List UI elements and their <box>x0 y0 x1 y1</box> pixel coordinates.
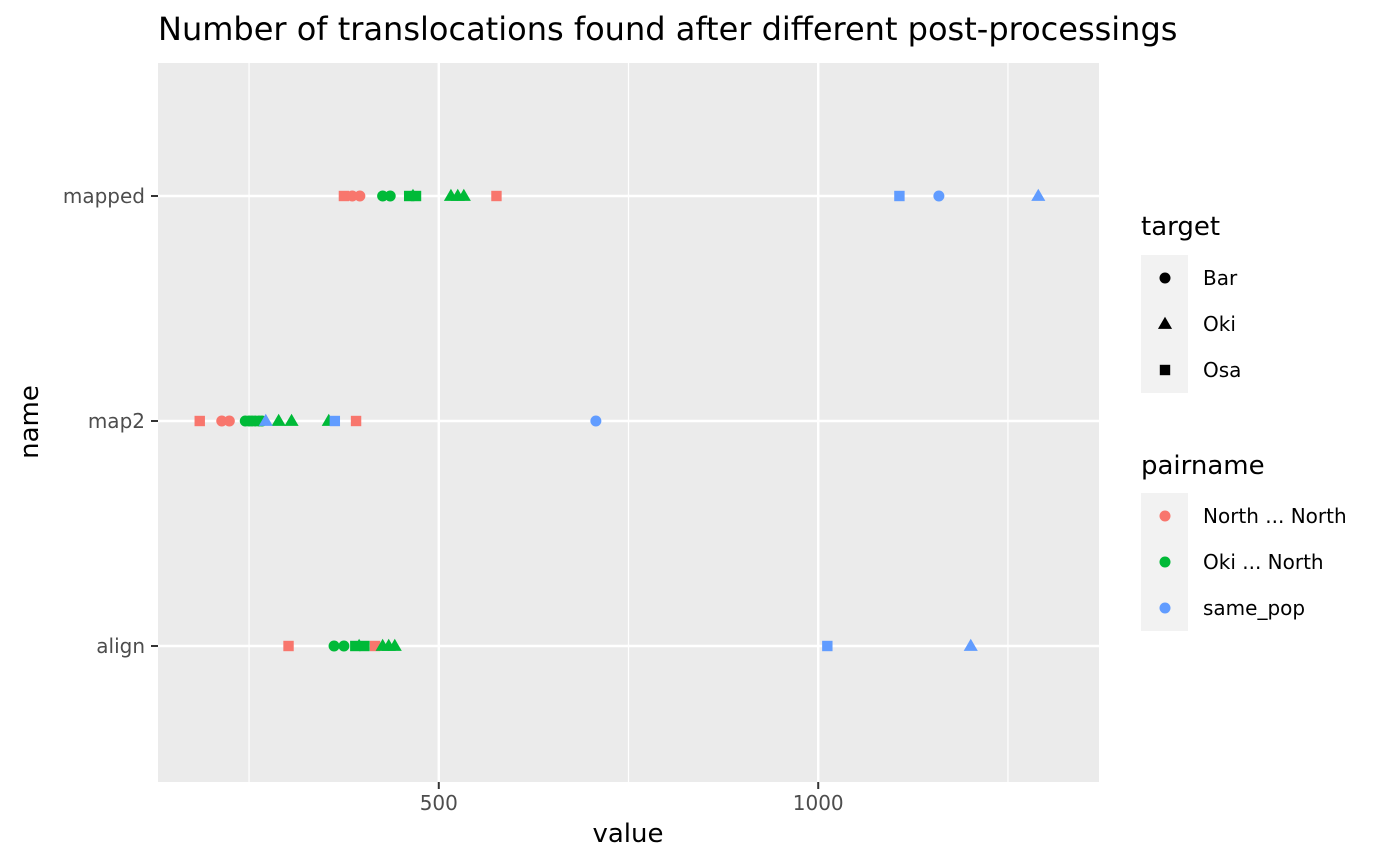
legend-key-color <box>1159 510 1171 522</box>
x-tick-label: 500 <box>420 791 458 815</box>
data-point <box>822 640 833 652</box>
legend-title-pairname: pairname <box>1141 451 1265 481</box>
x-axis-title: value <box>592 819 663 849</box>
data-point <box>338 640 350 652</box>
data-point <box>377 190 389 202</box>
axes: 500 1000 align map2 mapped <box>63 184 844 815</box>
legend-label-pairname: Oki ... North <box>1203 550 1324 574</box>
legend-key-circle <box>1159 272 1171 284</box>
data-point <box>491 190 502 202</box>
y-tick-label: map2 <box>88 409 145 433</box>
y-axis-title: name <box>15 385 45 459</box>
data-point <box>271 413 286 426</box>
data-point <box>284 413 299 426</box>
data-point <box>354 190 366 202</box>
y-tick-label: align <box>96 634 145 658</box>
legends: target Bar Oki Osa pairname North ... North Ok… <box>1141 212 1347 631</box>
data-point <box>338 190 350 202</box>
data-point <box>963 638 978 651</box>
data-point <box>283 640 294 652</box>
data-points <box>194 188 1046 652</box>
legend-label-target: Osa <box>1203 358 1241 382</box>
data-point <box>194 415 205 427</box>
legend-label-target: Oki <box>1203 312 1236 336</box>
data-point <box>384 190 396 202</box>
data-point <box>350 415 362 427</box>
y-tick-label: mapped <box>63 184 145 208</box>
data-point <box>456 188 471 201</box>
data-point <box>933 190 945 202</box>
x-tick-label: 1000 <box>793 791 844 815</box>
data-point <box>223 415 235 427</box>
chart-title: Number of translocations found after dif… <box>158 10 1177 48</box>
legend-label-pairname: North ... North <box>1203 504 1347 528</box>
data-point <box>387 638 402 651</box>
legend-key-color <box>1159 602 1171 614</box>
legend-label-target: Bar <box>1203 266 1238 290</box>
legend-label-pairname: same_pop <box>1203 596 1305 620</box>
data-point <box>410 190 422 202</box>
data-point <box>1031 188 1046 201</box>
data-point <box>369 640 381 652</box>
data-point <box>359 640 370 652</box>
data-point <box>590 415 602 427</box>
legend-key-color <box>1159 556 1171 568</box>
legend-key-triangle <box>1157 316 1173 329</box>
data-point <box>328 640 340 652</box>
data-point <box>346 190 358 202</box>
data-point <box>894 190 905 202</box>
legend-key-square <box>1159 364 1171 376</box>
data-point <box>258 413 273 426</box>
data-point <box>329 415 341 427</box>
data-point <box>216 415 228 427</box>
legend-title-target: target <box>1141 212 1220 242</box>
